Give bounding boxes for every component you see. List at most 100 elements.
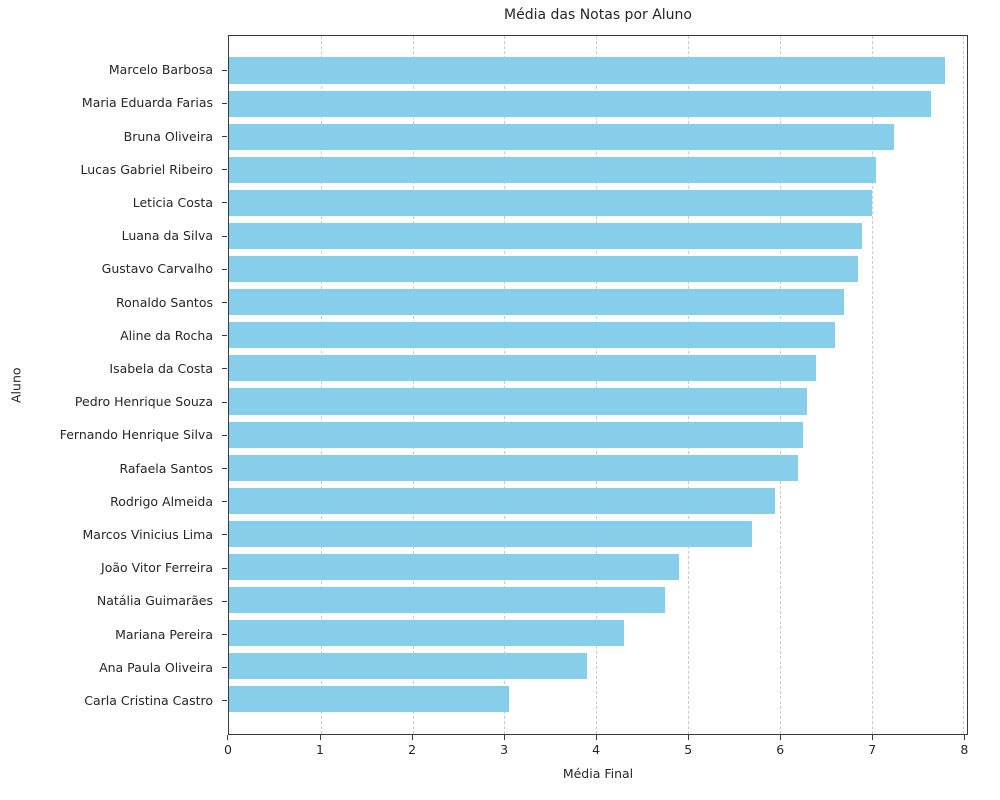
- bar-row: [229, 484, 967, 517]
- y-tick-mark: [222, 418, 227, 451]
- y-tick-label: Rodrigo Almeida: [110, 493, 213, 509]
- y-tick-label: Lucas Gabriel Ribeiro: [80, 161, 213, 177]
- x-tick-mark: [779, 735, 781, 740]
- y-tick-label: Natália Guimarães: [96, 593, 213, 609]
- y-tick-marks: [222, 53, 227, 717]
- y-tick-label: Leticia Costa: [132, 194, 213, 210]
- y-tick-labels: Marcelo Barbosa Maria Eduarda Farias Bruna…: [0, 53, 221, 717]
- x-axis-label: Média Final: [562, 766, 634, 781]
- gridlines: [229, 36, 967, 734]
- x-tick-label: 0: [224, 742, 232, 757]
- bar: [229, 421, 803, 448]
- gridline: [504, 36, 506, 734]
- x-tick-label: 5: [684, 742, 693, 757]
- x-tick-mark: [503, 735, 505, 740]
- bar-row: [229, 153, 967, 186]
- y-tick-mark: [222, 518, 227, 551]
- gridline: [871, 36, 873, 734]
- bar: [229, 653, 587, 680]
- x-tick: 1: [316, 735, 324, 757]
- bar-row: [229, 253, 967, 286]
- y-tick-mark: [222, 651, 227, 684]
- x-tick-label: 1: [316, 742, 325, 757]
- y-tick-mark: [222, 551, 227, 584]
- x-tick: 6: [776, 735, 784, 757]
- bar-row: [229, 517, 967, 550]
- bar-row: [229, 451, 967, 484]
- bar: [229, 553, 679, 581]
- x-tick: 3: [500, 735, 508, 757]
- bar: [229, 388, 808, 415]
- y-tick-mark: [222, 285, 227, 318]
- bar: [229, 123, 895, 150]
- bar-row: [229, 617, 967, 650]
- bar: [229, 222, 863, 250]
- bar-row: [229, 87, 967, 120]
- chart-title: Média das Notas por Aluno: [504, 7, 692, 23]
- gridline: [320, 36, 322, 734]
- x-tick: 7: [868, 735, 876, 757]
- y-tick-label: Carla Cristina Castro: [84, 692, 213, 708]
- y-tick-mark: [222, 584, 227, 617]
- bar: [229, 355, 817, 382]
- bar: [229, 520, 753, 547]
- bar: [229, 156, 877, 183]
- x-tick: 2: [408, 735, 416, 757]
- bar-row: [229, 683, 967, 716]
- bar: [229, 256, 858, 283]
- bar-row: [229, 650, 967, 683]
- y-tick-mark: [222, 219, 227, 252]
- x-tick-label: 8: [960, 742, 969, 757]
- y-tick-mark: [222, 86, 227, 119]
- y-tick-label: Ronaldo Santos: [116, 294, 213, 310]
- x-tick-mark: [227, 735, 229, 740]
- bar: [229, 454, 799, 481]
- x-tick-label: 3: [500, 742, 509, 757]
- y-tick-mark: [222, 352, 227, 385]
- y-tick-label: Fernando Henrique Silva: [59, 427, 213, 443]
- bar: [229, 487, 776, 514]
- y-tick-label: João Vitor Ferreira: [101, 560, 213, 576]
- bar: [229, 189, 872, 216]
- bar-row: [229, 418, 967, 451]
- y-tick-mark: [222, 252, 227, 285]
- bar-row: [229, 120, 967, 153]
- bar-row: [229, 54, 967, 87]
- bar-row: [229, 286, 967, 319]
- bar: [229, 686, 509, 713]
- y-tick-label: Luana da Silva: [121, 228, 213, 244]
- bar-row: [229, 319, 967, 352]
- x-ticks: 0 1 2 3 4 5 6 7 8: [224, 735, 968, 761]
- x-tick-mark: [871, 735, 873, 740]
- y-tick-label: Marcos Vinicius Lima: [82, 526, 214, 542]
- x-tick-mark: [595, 735, 597, 740]
- bar: [229, 289, 844, 316]
- x-tick-label: 7: [868, 742, 877, 757]
- y-tick-label: Gustavo Carvalho: [101, 261, 213, 277]
- x-tick: 8: [960, 735, 968, 757]
- y-tick-label: Rafaela Santos: [119, 460, 213, 476]
- bar: [229, 586, 665, 614]
- y-tick-mark: [222, 119, 227, 152]
- bar-row: [229, 352, 967, 385]
- gridline: [596, 36, 598, 734]
- bar: [229, 90, 932, 117]
- gridline: [963, 36, 965, 734]
- x-tick-label: 2: [408, 742, 417, 757]
- y-tick-mark: [222, 617, 227, 650]
- x-tick: 4: [592, 735, 600, 757]
- x-tick-label: 4: [592, 742, 601, 757]
- bar: [229, 620, 624, 647]
- bar-row: [229, 219, 967, 252]
- y-tick-mark: [222, 684, 227, 717]
- y-tick-mark: [222, 53, 227, 86]
- y-tick-label: Aline da Rocha: [120, 327, 213, 343]
- y-tick-mark: [222, 153, 227, 186]
- y-tick-label: Mariana Pereira: [115, 626, 213, 642]
- y-tick-label: Ana Paula Oliveira: [99, 659, 213, 675]
- x-tick-mark: [411, 735, 413, 740]
- bar: [229, 57, 945, 84]
- gridline: [412, 36, 414, 734]
- y-tick-label: Maria Eduarda Farias: [81, 95, 213, 111]
